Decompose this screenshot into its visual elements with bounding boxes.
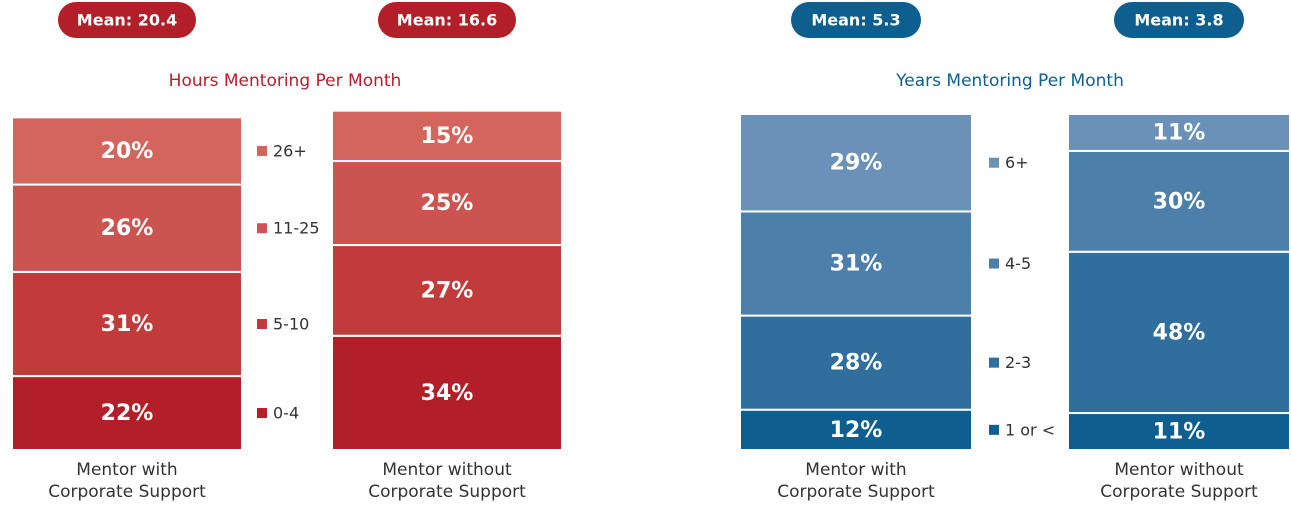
mean-pill: [1114, 2, 1244, 38]
data-label: 26%: [101, 216, 154, 241]
legend-label: 1 or <: [1005, 420, 1055, 439]
category-label: Mentor with Corporate Support: [777, 460, 935, 502]
data-label: 20%: [101, 139, 154, 164]
legend-swatch: [989, 424, 999, 435]
legend-label: 6+: [1005, 153, 1029, 172]
legend-swatch: [257, 223, 267, 234]
data-label: 27%: [421, 278, 474, 303]
bar-segment: [11, 270, 243, 378]
category-label: Mentor without Corporate Support: [368, 460, 526, 502]
bar-segment: [1067, 412, 1291, 452]
legend-label: 4-5: [1005, 254, 1031, 273]
legend-label: 0-4: [273, 404, 299, 423]
data-label: 28%: [830, 351, 883, 376]
bar-segment: [739, 210, 973, 317]
mean-pill: [791, 2, 921, 38]
legend-swatch: [257, 319, 267, 329]
data-label: 12%: [830, 418, 883, 443]
chart-subtitle: Years Mentoring Per Month: [895, 71, 1124, 91]
bar-segment: [11, 183, 243, 273]
data-label: 11%: [1153, 420, 1206, 445]
bar-segment: [1067, 250, 1291, 415]
data-label: 22%: [101, 401, 154, 426]
legend-swatch: [257, 408, 267, 419]
bar-segment: [331, 160, 563, 247]
legend-swatch: [257, 145, 267, 156]
mean-label: Mean: 16.6: [397, 11, 497, 30]
bar-segment: [739, 113, 973, 213]
legend-label: 26+: [273, 141, 307, 160]
bar-segment: [739, 408, 973, 451]
data-label: 31%: [101, 312, 154, 337]
legend-label: 2-3: [1005, 353, 1031, 372]
category-label: Mentor without Corporate Support: [1100, 460, 1258, 502]
data-label: 29%: [830, 151, 883, 176]
mean-label: Mean: 5.3: [811, 11, 900, 30]
chart-subtitle: Hours Mentoring Per Month: [169, 71, 402, 91]
bar-segment: [11, 375, 243, 451]
data-label: 48%: [1153, 320, 1206, 345]
category-label: Mentor with Corporate Support: [48, 460, 206, 502]
data-label: 31%: [830, 252, 883, 277]
legend-label: 5-10: [273, 315, 309, 334]
mean-label: Mean: 20.4: [77, 11, 177, 30]
bar-segment: [331, 109, 563, 163]
data-label: 34%: [421, 381, 474, 406]
legend-swatch: [989, 157, 999, 168]
data-label: 15%: [421, 124, 474, 149]
mean-pill: [58, 2, 196, 38]
bar-segment: [11, 116, 243, 186]
legend-swatch: [989, 357, 999, 368]
bar-segment: [1067, 113, 1291, 152]
data-label: 11%: [1153, 120, 1206, 145]
legend-swatch: [989, 258, 999, 269]
mean-label: Mean: 3.8: [1134, 11, 1223, 30]
mean-pill: [378, 2, 516, 38]
bar-segment: [739, 314, 973, 411]
legend-label: 11-25: [273, 219, 320, 238]
data-label: 25%: [421, 191, 474, 216]
data-label: 30%: [1153, 189, 1206, 214]
